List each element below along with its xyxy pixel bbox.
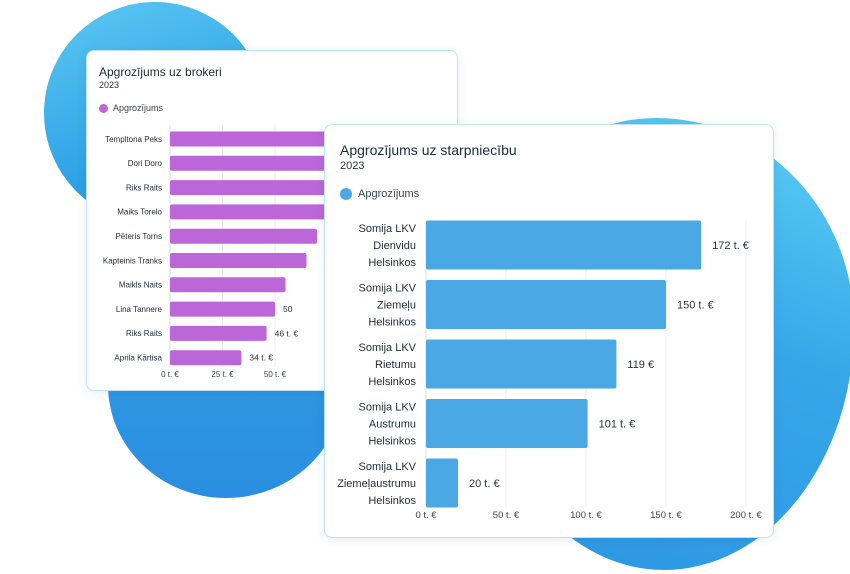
x-tick-label: 150 t. € [650, 510, 682, 521]
x-tick-label: 50 t. € [493, 510, 520, 521]
bar [426, 220, 702, 270]
legend-label: Apgrozījums [113, 103, 164, 113]
category-label: Somija LKV [359, 401, 417, 413]
bar [170, 253, 307, 268]
bar [426, 458, 458, 508]
agency-chart-subtitle: 2023 [340, 160, 365, 172]
category-label: Lina Tannere [116, 305, 163, 314]
category-label: Riks Raits [126, 329, 162, 338]
bar [426, 280, 666, 329]
x-tick-label: 25 t. € [211, 370, 234, 379]
x-tick-label: 50 t. € [264, 370, 287, 379]
bar [426, 399, 588, 448]
value-label: 20 t. € [469, 478, 500, 490]
category-label: Maiks Torelo [117, 208, 162, 217]
x-tick-label: 0 t. € [161, 370, 179, 379]
legend-dot-icon [99, 103, 108, 113]
bar [426, 339, 617, 389]
category-label: Pēteris Torns [115, 232, 162, 241]
broker-bar-chart: 0 t. € 25 t. € 50 t. € Templtona Peks Dori D… [103, 125, 359, 379]
agency-chart-legend[interactable]: Apgrozījums [340, 188, 419, 200]
bar [170, 277, 286, 293]
category-label: Helsinkos [368, 435, 416, 447]
legend-dot-icon [340, 188, 352, 200]
agency-turnover-card: Apgrozījums uz starpniecību 2023 Apgrozī… [324, 124, 774, 538]
category-label: Somija LKV [359, 223, 417, 235]
category-label: Ziemeļu [377, 299, 416, 311]
value-label: 172 t. € [712, 240, 749, 252]
bar [170, 155, 349, 171]
bar [170, 131, 359, 147]
broker-chart-title: Apgrozījums uz brokeri [99, 65, 222, 79]
value-label: 34 t. € [249, 353, 273, 363]
bar [170, 204, 328, 220]
category-label: Dienvidu [373, 240, 416, 252]
x-tick-label: 0 t. € [415, 510, 437, 521]
category-label: Dori Doro [128, 159, 163, 168]
bar [170, 180, 338, 196]
category-label: Somija LKV [359, 342, 417, 354]
category-label: Helsinkos [368, 316, 416, 328]
category-label: Austrumu [369, 418, 416, 430]
category-label: Riks Raits [126, 183, 162, 192]
category-label: Maikls Naits [119, 281, 162, 290]
value-label: 119 € [627, 359, 654, 371]
category-label: Templtona Peks [105, 135, 162, 144]
agency-chart-title: Apgrozījums uz starpniecību [340, 142, 517, 158]
category-label: Helsinkos [368, 376, 416, 388]
category-label: Somija LKV [359, 461, 417, 473]
category-label: Kapteinis Tranks [103, 256, 162, 265]
category-label: Aprila Kārtisa [114, 354, 162, 363]
bar [170, 301, 275, 317]
x-tick-label: 200 t. € [730, 510, 762, 521]
broker-chart-legend[interactable]: Apgrozījums [99, 103, 163, 113]
bar [170, 350, 242, 366]
bar [170, 228, 317, 244]
category-label: Ziemeļaustrumu [337, 478, 416, 490]
category-label: Helsinkos [368, 495, 416, 507]
bar [170, 325, 267, 341]
value-label: 46 t. € [275, 328, 299, 338]
category-label: Rietumu [375, 359, 416, 371]
legend-label: Apgrozījums [358, 188, 420, 200]
x-tick-label: 100 t. € [570, 510, 602, 521]
agency-bar-chart: 0 t. € 50 t. € 100 t. € 150 t. € 200 t. € Som… [337, 220, 763, 521]
category-label: Somija LKV [359, 282, 417, 294]
value-label: 150 t. € [677, 299, 714, 311]
category-label: Helsinkos [368, 257, 416, 269]
value-label: 101 t. € [599, 418, 636, 430]
broker-chart-subtitle: 2023 [99, 80, 120, 90]
value-label: 50 [283, 304, 293, 314]
